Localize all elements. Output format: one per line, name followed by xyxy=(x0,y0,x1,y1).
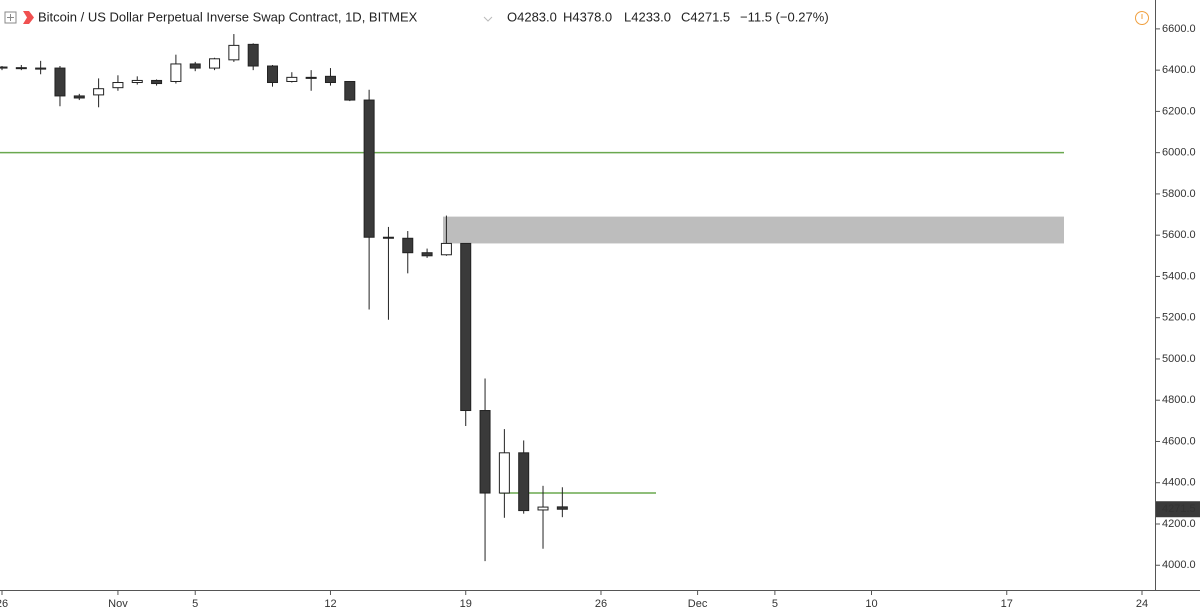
candle-body xyxy=(344,80,356,101)
y-tick-label: 4200.0 xyxy=(1162,518,1196,530)
candle-body xyxy=(131,79,143,84)
x-tick-label: 5 xyxy=(192,598,198,610)
candle-body xyxy=(93,88,105,96)
x-tick-label: Dec xyxy=(688,598,708,610)
dropdown-caret[interactable] xyxy=(483,16,493,22)
warning-icon[interactable] xyxy=(1135,11,1149,25)
chart-title: Bitcoin / US Dollar Perpetual Inverse Sw… xyxy=(38,9,418,24)
y-tick-label: 6200.0 xyxy=(1162,105,1196,117)
candle-body xyxy=(228,44,240,61)
candle-body xyxy=(440,242,452,256)
candle-body xyxy=(189,63,201,69)
candle-body xyxy=(0,66,8,69)
candle-body xyxy=(556,506,568,510)
candle-body xyxy=(73,95,85,99)
candle-body xyxy=(324,75,336,84)
candle-body xyxy=(209,58,221,69)
candle-body xyxy=(402,237,414,254)
price-tag-label: 4271.5 xyxy=(1162,503,1196,515)
header-open: O4283.0 xyxy=(507,9,557,24)
header-close: C4271.5 xyxy=(681,9,730,24)
candle-body xyxy=(305,76,317,79)
candle-body xyxy=(518,452,530,512)
x-tick-label: 5 xyxy=(772,598,778,610)
candle-body xyxy=(479,410,491,494)
y-tick-label: 4000.0 xyxy=(1162,559,1196,571)
candle-body xyxy=(151,79,163,85)
candle-body xyxy=(35,67,47,70)
expand-icon[interactable] xyxy=(4,11,17,24)
y-tick-label: 4400.0 xyxy=(1162,477,1196,489)
candle-body xyxy=(421,252,433,257)
y-tick-label: 5800.0 xyxy=(1162,188,1196,200)
candle-body xyxy=(460,242,472,412)
header-low: L4233.0 xyxy=(624,9,671,24)
zone xyxy=(443,216,1064,244)
y-tick-label: 5000.0 xyxy=(1162,353,1196,365)
candle-body xyxy=(267,65,279,84)
x-tick-label: 19 xyxy=(460,598,472,610)
candle-body xyxy=(54,67,66,97)
candle-body xyxy=(247,43,259,67)
y-tick-label: 6000.0 xyxy=(1162,147,1196,159)
y-tick-label: 5200.0 xyxy=(1162,312,1196,324)
x-tick-label: 26 xyxy=(0,598,8,610)
y-tick-label: 5400.0 xyxy=(1162,270,1196,282)
candle-body xyxy=(112,82,124,89)
candle-body xyxy=(382,236,394,239)
candle-body xyxy=(15,67,27,70)
candle-body xyxy=(170,63,182,82)
y-tick-label: 4600.0 xyxy=(1162,435,1196,447)
y-tick-label: 6600.0 xyxy=(1162,23,1196,35)
x-tick-label: 24 xyxy=(1136,598,1148,610)
price-tag xyxy=(1156,501,1200,518)
candle-body xyxy=(537,506,549,511)
header-bg xyxy=(0,0,1200,36)
x-tick-label: 26 xyxy=(595,598,607,610)
x-tick-label: 10 xyxy=(865,598,877,610)
candle-body xyxy=(363,99,375,238)
symbol-icon xyxy=(23,11,34,24)
y-tick-label: 5600.0 xyxy=(1162,229,1196,241)
x-tick-label: 12 xyxy=(324,598,336,610)
candle-body xyxy=(498,452,510,494)
y-tick-label: 6400.0 xyxy=(1162,64,1196,76)
y-tick-label: 4800.0 xyxy=(1162,394,1196,406)
candle-body xyxy=(286,76,298,82)
header-high: H4378.0 xyxy=(563,9,612,24)
x-tick-label: 17 xyxy=(1001,598,1013,610)
x-tick-label: Nov xyxy=(108,598,128,610)
header-change: −11.5 (−0.27%) xyxy=(740,9,829,24)
